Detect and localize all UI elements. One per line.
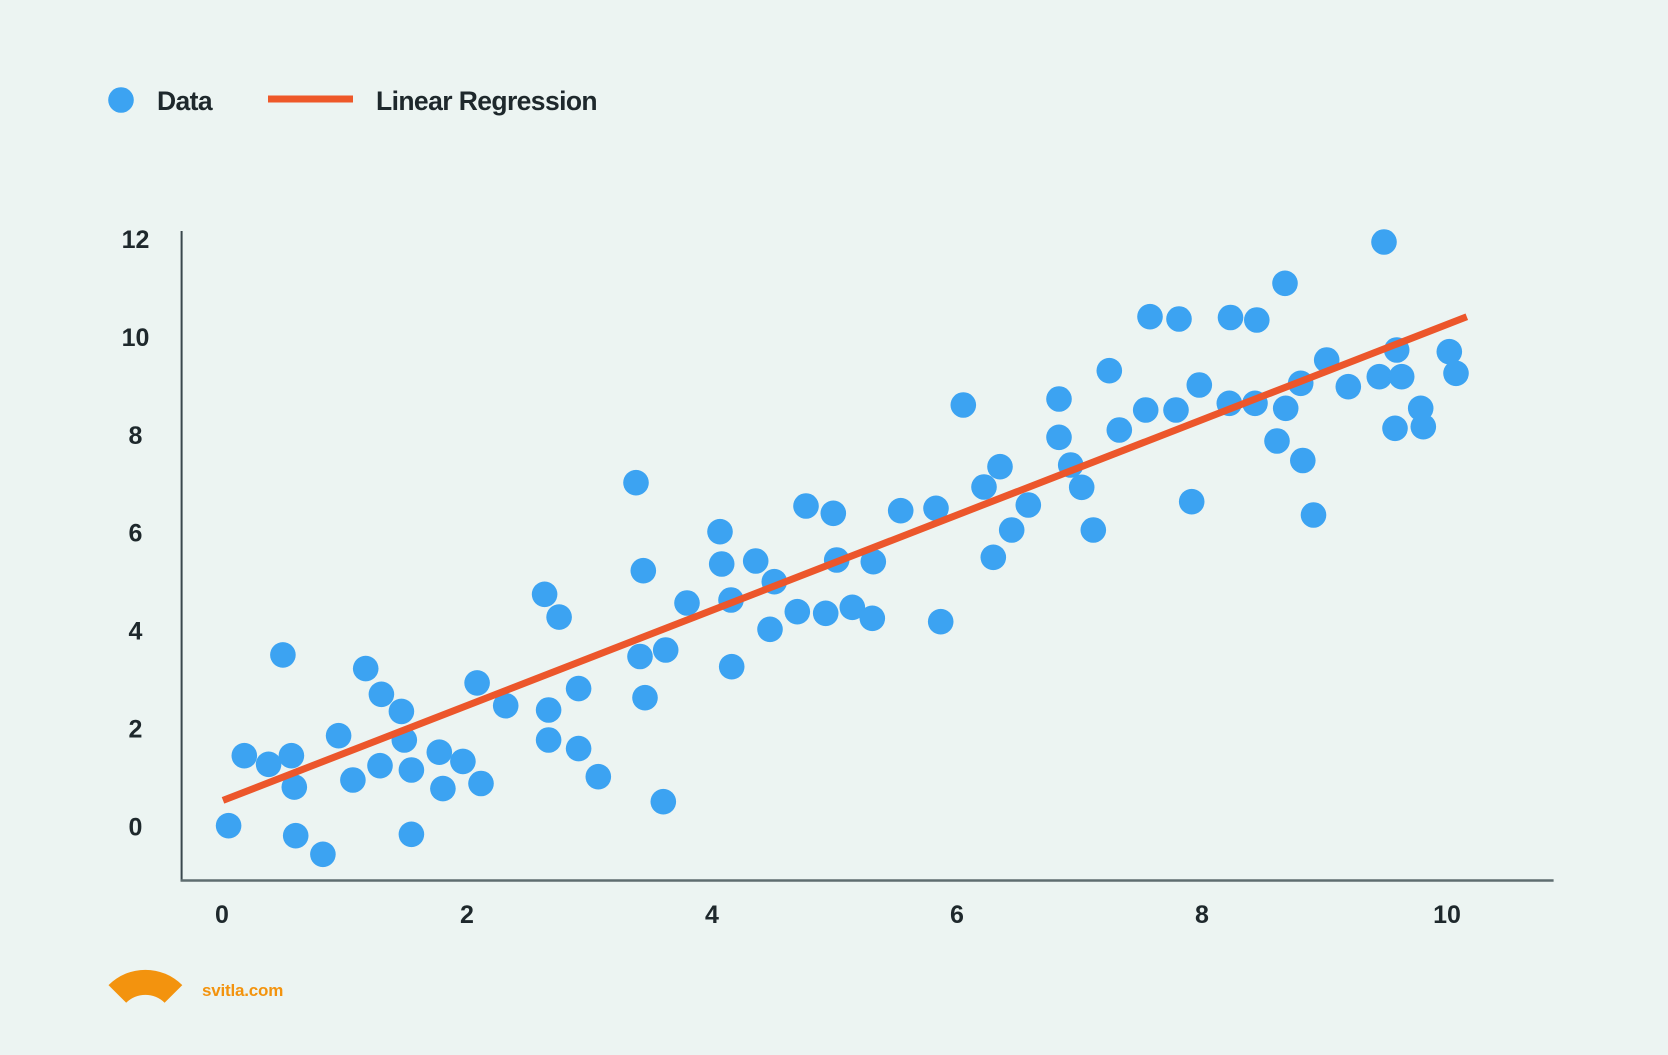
svg-text:8: 8 — [1195, 901, 1209, 929]
svg-text:10: 10 — [1433, 901, 1461, 929]
svg-text:Linear Regression: Linear Regression — [376, 86, 597, 116]
svg-text:2: 2 — [129, 716, 143, 744]
svg-text:0: 0 — [215, 901, 229, 929]
svg-text:4: 4 — [129, 618, 143, 646]
svg-text:6: 6 — [950, 901, 964, 929]
svg-text:0: 0 — [129, 814, 143, 842]
svg-text:2: 2 — [460, 901, 474, 929]
svg-text:12: 12 — [122, 226, 150, 254]
svg-text:Data: Data — [157, 86, 213, 116]
svg-text:6: 6 — [129, 520, 143, 548]
svg-text:4: 4 — [705, 901, 719, 929]
svg-text:svitla.com: svitla.com — [202, 981, 283, 1000]
svg-text:8: 8 — [129, 422, 143, 450]
svg-text:10: 10 — [122, 324, 150, 352]
